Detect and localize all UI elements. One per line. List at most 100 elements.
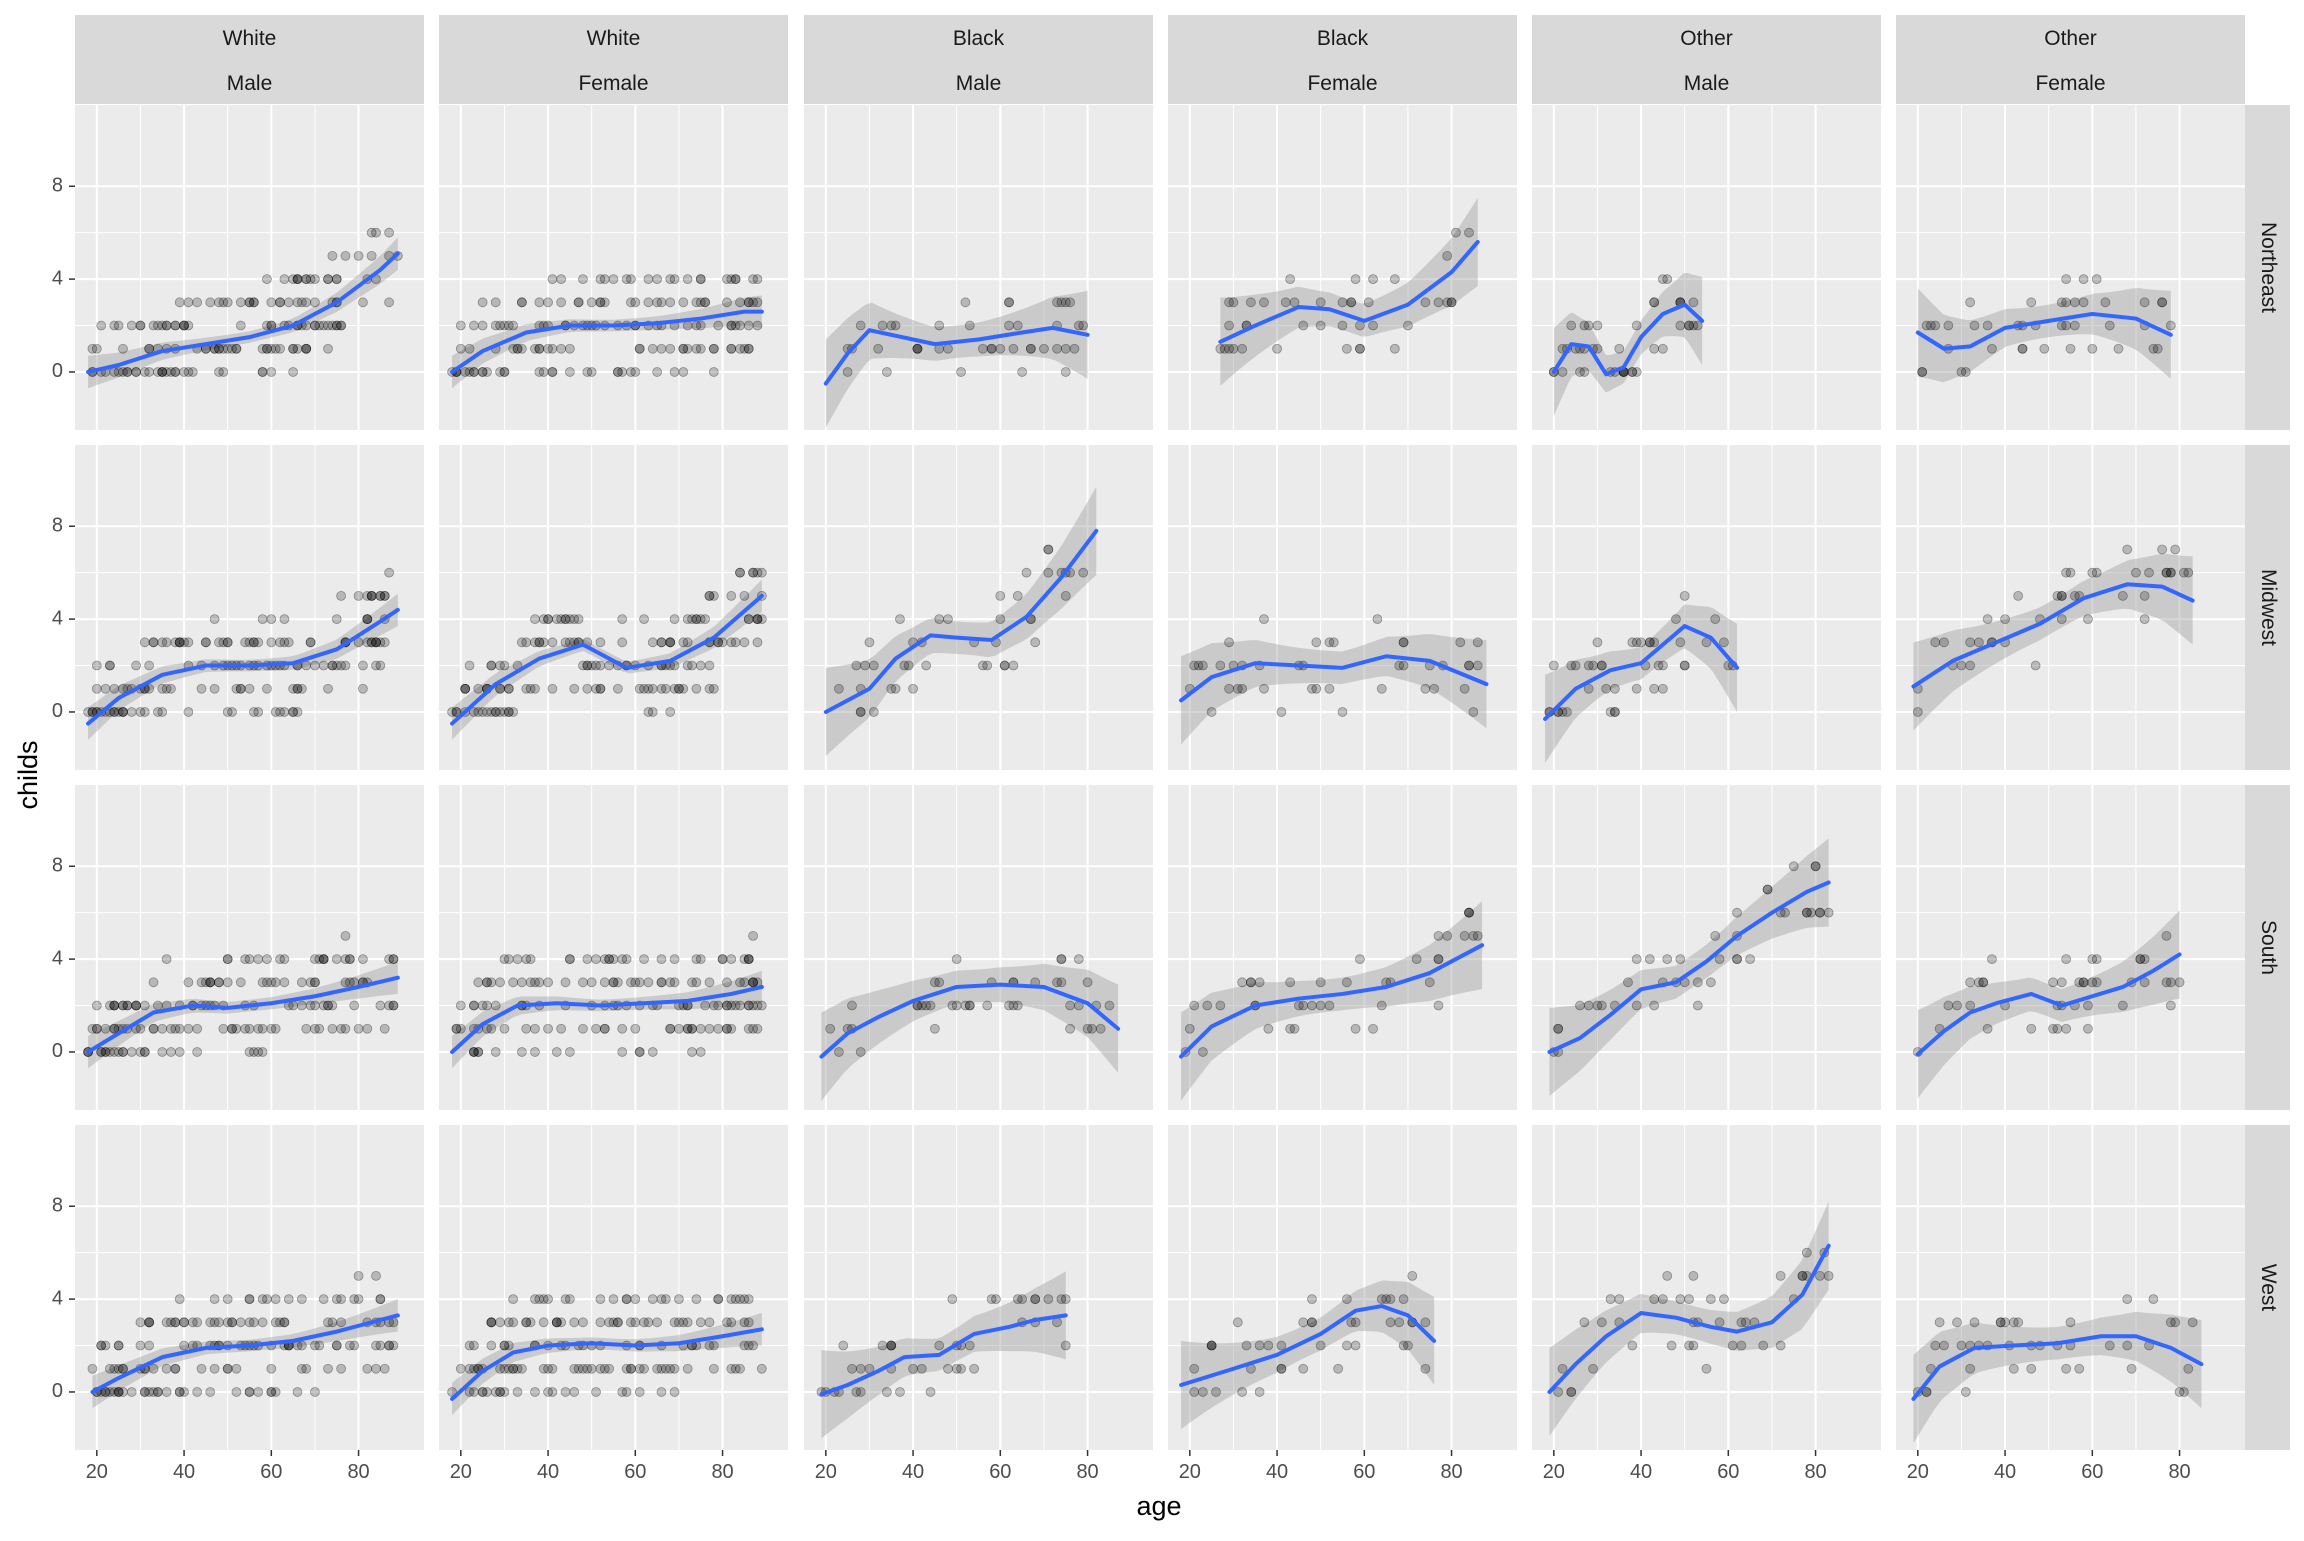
data-point: [1224, 637, 1234, 648]
data-point: [748, 930, 758, 941]
data-point: [179, 367, 189, 377]
data-point: [695, 274, 706, 285]
data-point: [1228, 343, 1239, 354]
data-point: [482, 1000, 492, 1011]
data-point: [279, 1317, 290, 1328]
data-point: [881, 1387, 892, 1397]
data-point: [477, 1387, 488, 1397]
data-point: [1675, 1294, 1686, 1305]
data-point: [521, 1317, 532, 1328]
data-point: [1583, 1000, 1594, 1011]
y-tick-label: 4: [52, 607, 63, 629]
data-point: [717, 954, 728, 965]
data-point: [262, 954, 272, 965]
data-point: [1025, 343, 1036, 354]
data-point: [135, 320, 146, 331]
data-point: [473, 683, 484, 694]
data-point: [1254, 977, 1265, 988]
x-tick-label: 40: [1266, 1461, 1288, 1483]
data-point: [1056, 954, 1067, 965]
data-point: [1206, 1340, 1217, 1351]
data-point: [752, 637, 763, 648]
data-point: [612, 367, 623, 377]
data-point: [166, 683, 176, 694]
smooth-line: [1915, 952, 2182, 1057]
data-point: [708, 683, 719, 694]
data-point: [934, 1340, 945, 1351]
data-point: [371, 1363, 381, 1374]
data-point: [551, 1317, 562, 1328]
data-point: [336, 320, 347, 331]
data-point: [170, 1317, 181, 1328]
data-point: [1017, 367, 1028, 377]
data-point: [2008, 1363, 2019, 1374]
data-point: [270, 1387, 281, 1397]
data-point: [1078, 567, 1089, 578]
data-point: [1346, 297, 1357, 308]
data-point: [388, 954, 399, 965]
data-point: [748, 1340, 758, 1351]
data-point: [1333, 1363, 1344, 1374]
data-point: [1004, 1000, 1014, 1011]
data-point: [2056, 297, 2067, 308]
data-point: [292, 707, 303, 717]
data-point: [1631, 683, 1642, 694]
data-point: [1433, 297, 1444, 308]
data-point: [144, 683, 155, 694]
data-point: [525, 977, 536, 988]
data-point: [1592, 1000, 1603, 1011]
data-point: [2087, 567, 2098, 578]
data-point: [366, 637, 377, 648]
data-point: [1021, 567, 1032, 578]
data-point: [314, 320, 325, 331]
data-point: [157, 1047, 168, 1057]
data-point: [375, 637, 386, 648]
smooth-line: [1915, 311, 2173, 351]
data-point: [148, 1023, 159, 1034]
data-point: [192, 1023, 203, 1034]
data-point: [292, 1387, 303, 1397]
data-point: [248, 707, 259, 717]
data-point: [135, 1047, 146, 1057]
data-point: [682, 1317, 693, 1328]
data-point: [288, 683, 299, 694]
data-point: [464, 367, 475, 377]
data-point: [656, 977, 667, 988]
data-point: [353, 1294, 364, 1305]
data-point: [2165, 567, 2176, 578]
data-point: [2122, 1294, 2133, 1305]
data-point: [2013, 1317, 2024, 1328]
data-point: [1943, 320, 1954, 331]
data-point: [1398, 637, 1409, 648]
data-point: [1644, 637, 1655, 648]
data-point: [1052, 297, 1062, 308]
data-point: [886, 1340, 897, 1351]
data-point: [634, 977, 645, 988]
data-point: [1921, 1387, 1932, 1397]
data-point: [1376, 683, 1387, 694]
data-point: [1468, 707, 1479, 717]
data-point: [301, 343, 312, 354]
data-point: [647, 707, 658, 717]
data-point: [214, 977, 224, 988]
data-point: [388, 1000, 399, 1011]
data-point: [977, 660, 988, 671]
data-point: [292, 343, 303, 354]
data-point: [626, 297, 636, 308]
data-point: [468, 1340, 479, 1351]
data-point: [656, 1294, 667, 1305]
data-point: [639, 1317, 649, 1328]
data-point: [735, 1363, 745, 1374]
data-point: [266, 637, 277, 648]
data-point: [735, 1000, 745, 1011]
data-point: [1241, 1340, 1252, 1351]
data-point: [739, 954, 750, 965]
data-point: [1684, 320, 1694, 331]
data-point: [682, 320, 693, 331]
data-point: [639, 683, 649, 694]
y-tick-label: 0: [52, 1380, 63, 1402]
data-point: [834, 1047, 844, 1057]
smooth-line: [450, 593, 764, 726]
data-point: [179, 320, 189, 331]
data-point: [547, 274, 558, 285]
